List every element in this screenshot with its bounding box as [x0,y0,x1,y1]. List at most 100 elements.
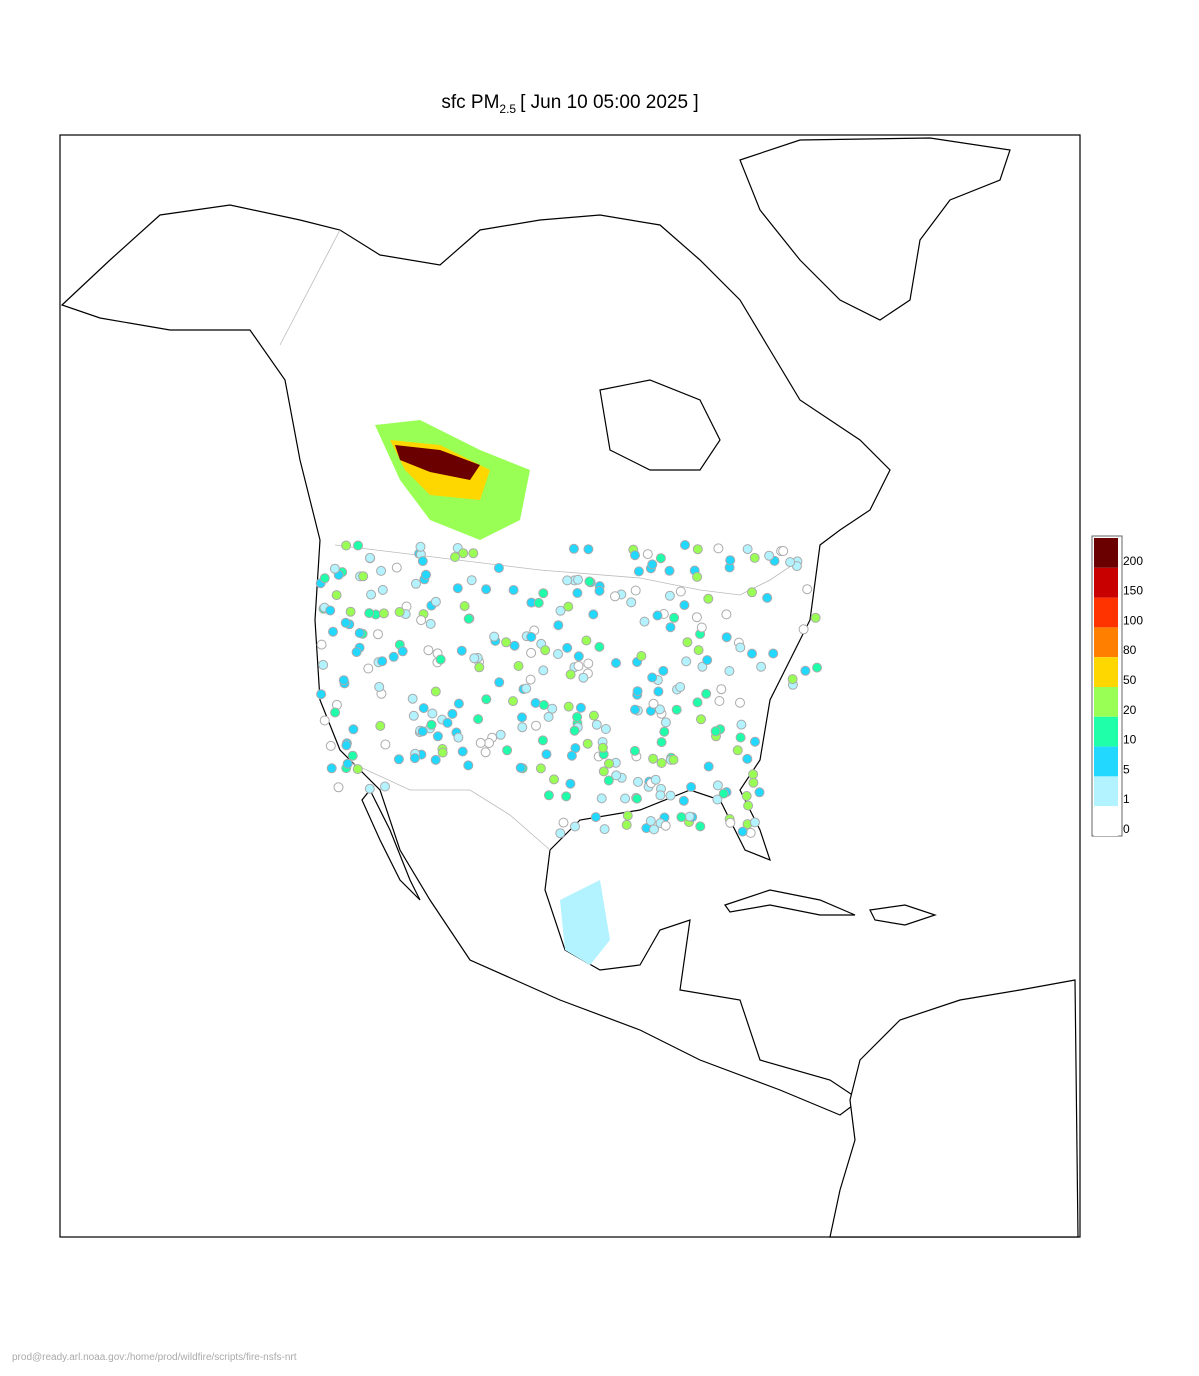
monitor-dot [679,600,690,611]
monitor-dot [535,763,546,774]
monitor-dot [430,596,441,607]
monitor-dot [676,812,687,823]
monitor-dot [475,737,486,748]
monitor-dot [540,645,551,656]
monitor-dot [364,608,375,619]
monitor-dot [426,719,437,730]
monitor-dot [749,552,760,563]
monitor-dot [377,656,388,667]
monitor-dot [345,606,356,617]
monitor-dot [508,585,519,595]
legend-swatch [1094,716,1118,747]
monitor-dot [563,601,574,612]
monitor-dot [555,828,566,839]
monitor-dot [442,717,453,728]
monitor-dot [493,563,504,573]
legend-label: 10 [1123,733,1137,747]
monitor-dot [735,697,745,708]
monitor-dot [703,593,714,604]
monitor-dot [541,749,552,760]
monitor-dot [423,645,434,656]
monitor-dot [639,616,650,627]
monitor-dot [647,559,658,570]
monitor-dot [468,548,479,559]
monitor-dot [812,662,822,673]
monitor-dot [365,552,375,563]
monitor-dot [549,774,559,785]
legend-swatch [1094,657,1118,687]
monitor-dot [425,618,436,629]
monitor-dot [326,763,337,774]
monitor-dot [572,588,583,598]
monitor-dot [578,672,589,683]
monitor-dot [594,585,605,596]
monitor-dot [778,546,789,556]
legend-label: 50 [1123,673,1137,687]
legend-label: 80 [1123,643,1137,657]
monitor-dot [611,770,622,781]
monitor-dot [681,656,692,667]
map [59,134,1081,1238]
monitor-dot [466,575,477,586]
hispaniola [869,904,937,926]
monitor-dot [575,702,586,713]
monitor-dot [555,605,566,616]
monitor-dot [416,615,427,626]
monitor-dot [588,710,599,721]
monitor-dot [572,712,583,722]
monitor-dot [526,632,537,642]
monitor-dot [463,613,474,624]
monitor-dot [675,682,686,692]
monitor-dot [331,590,342,601]
monitor-dot [430,754,441,765]
monitor-dot [342,758,353,769]
monitor-dot [456,645,467,656]
monitor-dot [703,761,714,772]
monitor-dot [621,819,632,830]
monitor-dot [604,758,614,769]
monitor-dot [747,648,757,659]
monitor-dot [622,810,633,821]
monitor-dot [583,544,594,555]
monitor-dot [480,747,491,758]
monitor-dot [526,647,537,658]
monitor-dot [447,708,458,719]
smoke-plume-core [395,445,480,480]
monitor-dot [693,645,704,656]
monitor-dot [600,724,611,734]
monitor-dot [669,612,680,623]
monitor-dot [668,754,679,765]
monitor-dot [743,800,754,811]
monitor-dot [686,782,697,792]
monitor-dot [798,624,809,635]
monitor-dot [653,686,664,697]
monitor-dot [538,700,549,710]
monitor-dot [538,588,549,599]
monitor-dot [329,563,340,574]
monitor-dot [340,617,351,628]
monitor-dot [802,584,813,595]
monitor-dot [430,686,441,697]
monitor-dot [611,658,621,668]
monitor-dot [596,793,607,804]
monitor-dot [702,655,713,666]
monitor-dot [712,794,723,805]
title-subscript: 2.5 [499,102,516,116]
monitor-dot [645,816,656,826]
monitor-dot [654,704,665,715]
monitor-dot [749,817,760,828]
monitor-dot [397,646,408,657]
monitor-dot [570,821,580,832]
monitor-dot [538,665,549,676]
monitor-dot [697,661,708,672]
monitor-dot [810,612,821,623]
monitor-dot [665,790,676,801]
greenland [739,137,1011,321]
monitor-dot [594,641,605,652]
legend-label: 1 [1123,792,1130,806]
monitor-dot [695,821,706,832]
us-mexico-border [344,759,551,851]
monitor-dot [481,694,492,705]
monitor-dot [484,738,494,748]
monitor-dot [354,628,365,638]
